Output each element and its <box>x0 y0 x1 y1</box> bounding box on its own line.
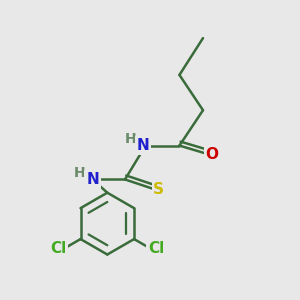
Text: H: H <box>125 132 137 146</box>
Text: Cl: Cl <box>50 241 66 256</box>
Text: N: N <box>137 138 150 153</box>
Text: N: N <box>86 172 99 187</box>
Text: H: H <box>74 166 85 180</box>
Text: O: O <box>205 147 218 162</box>
Text: S: S <box>153 182 164 197</box>
Text: Cl: Cl <box>148 241 164 256</box>
